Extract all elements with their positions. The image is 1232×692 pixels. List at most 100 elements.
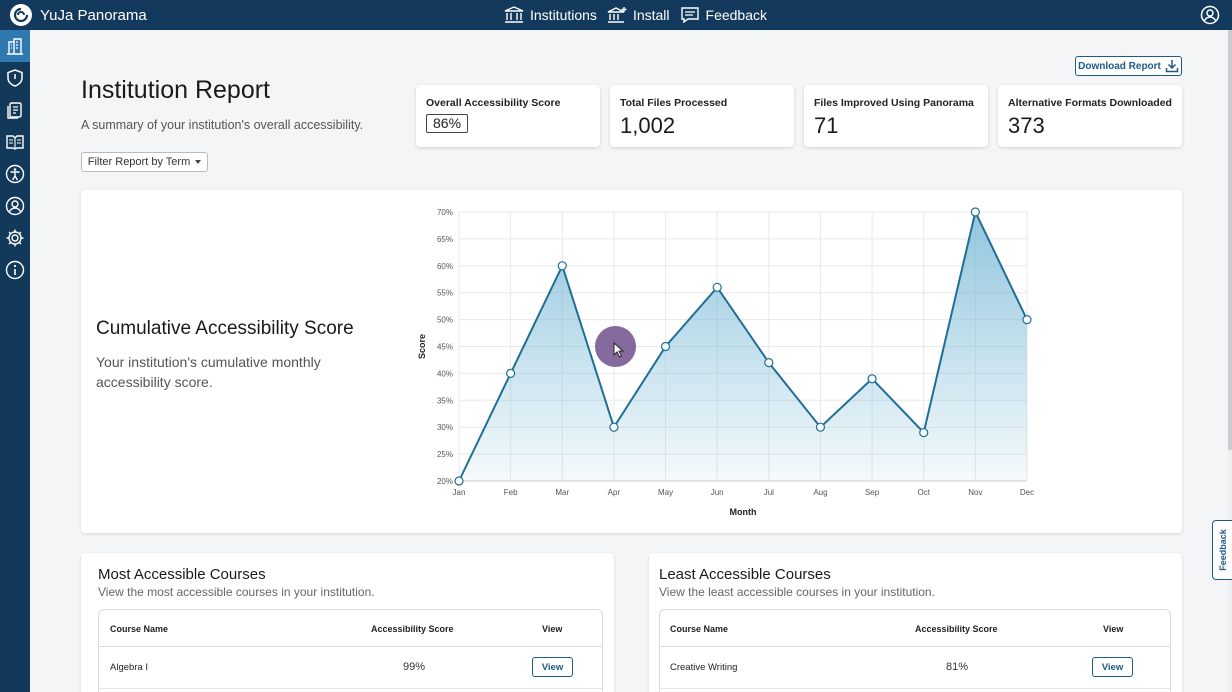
sidebar-item-documents[interactable]	[0, 94, 30, 126]
stat-card-alt-formats: Alternative Formats Downloaded 373	[998, 85, 1182, 147]
filter-term-dropdown[interactable]: Filter Report by Term	[81, 152, 208, 172]
most-accessible-table: Course Name Accessibility Score View Alg…	[98, 609, 603, 692]
course-score-cell: 81%	[946, 661, 969, 673]
brand[interactable]: YuJa Panorama	[10, 0, 147, 30]
chart-section-description: Your institution's cumulative monthly ac…	[96, 354, 321, 390]
column-header-view: View	[1103, 624, 1124, 634]
course-name-cell: Algebra I	[110, 662, 149, 673]
y-tick-label: 55%	[437, 289, 453, 298]
x-tick-label: Aug	[813, 488, 827, 497]
x-tick-label: Sep	[865, 488, 880, 497]
column-header-score: Accessibility Score	[371, 624, 454, 634]
download-icon	[1165, 60, 1179, 73]
data-point	[764, 358, 774, 368]
documents-icon	[7, 102, 22, 119]
series-line	[458, 209, 1028, 482]
stat-value: 71	[814, 113, 839, 138]
caret-down-icon	[195, 160, 202, 164]
y-tick-label: 35%	[437, 396, 453, 405]
column-header-course-name: Course Name	[110, 624, 169, 634]
info-icon	[5, 260, 25, 280]
y-tick-label: 20%	[437, 477, 453, 486]
y-tick-label: 70%	[437, 208, 453, 217]
download-report-label: Download Report	[1078, 60, 1161, 72]
x-tick-label: Oct	[918, 488, 931, 497]
institution-icon	[504, 6, 524, 23]
data-point	[712, 282, 722, 292]
least-accessible-title: Least Accessible Courses	[659, 566, 831, 583]
most-accessible-title: Most Accessible Courses	[98, 566, 266, 583]
x-tick-label: Jul	[764, 488, 774, 497]
x-tick-label: Feb	[504, 488, 518, 497]
institution-icon	[7, 38, 23, 55]
sidebar-item-settings[interactable]	[0, 222, 30, 254]
course-name-cell: Creative Writing	[670, 662, 738, 673]
course-score-cell: 99%	[403, 661, 426, 673]
x-tick-label: Mar	[555, 488, 569, 497]
mouse-pointer-icon	[613, 342, 625, 358]
filter-term-label: Filter Report by Term	[87, 156, 191, 168]
nav-install-label: Install	[632, 7, 670, 23]
y-tick-label: 40%	[437, 369, 453, 378]
column-header-course-name: Course Name	[670, 624, 729, 634]
stat-label: Total Files Processed	[620, 97, 728, 109]
most-accessible-subtitle: View the most accessible courses in your…	[98, 585, 375, 599]
download-report-button[interactable]: Download Report	[1075, 56, 1182, 76]
page-subtitle: A summary of your institution's overall …	[81, 118, 364, 132]
yuja-logo-icon	[10, 4, 32, 26]
nav-institutions[interactable]: Institutions	[504, 6, 597, 24]
account-icon[interactable]	[1200, 5, 1220, 25]
x-tick-label: Dec	[1020, 488, 1034, 497]
sidebar-item-info[interactable]	[0, 254, 30, 286]
stat-value: 86%	[426, 114, 469, 133]
stat-label: Alternative Formats Downloaded	[1008, 97, 1172, 109]
stat-label: Files Improved Using Panorama	[814, 97, 974, 109]
x-tick-label: Jun	[711, 488, 724, 497]
sidebar-item-book[interactable]	[0, 126, 30, 158]
data-point	[1022, 314, 1032, 325]
stat-label: Overall Accessibility Score	[426, 97, 561, 109]
nav-institutions-label: Institutions	[530, 7, 597, 23]
x-tick-label: Nov	[968, 488, 982, 497]
y-axis-label: Score	[417, 334, 427, 359]
data-point	[815, 422, 826, 432]
data-point	[454, 476, 464, 486]
y-tick-label: 50%	[437, 316, 453, 325]
y-tick-label: 60%	[437, 262, 453, 271]
stat-card-overall-score: Overall Accessibility Score 86%	[416, 85, 600, 147]
scrollbar-thumb[interactable]	[1228, 30, 1232, 450]
sidebar	[0, 30, 30, 692]
view-course-button[interactable]: View	[1092, 657, 1133, 677]
x-tick-label: May	[658, 488, 673, 497]
y-tick-label: 45%	[437, 343, 453, 352]
divider	[660, 646, 1170, 647]
sidebar-item-institution[interactable]	[0, 30, 30, 62]
divider	[99, 688, 602, 689]
data-point	[660, 341, 671, 352]
sidebar-item-accessibility[interactable]	[0, 158, 30, 190]
data-point	[970, 207, 980, 217]
series-area	[459, 212, 1027, 481]
nav-feedback[interactable]: Feedback	[680, 6, 767, 24]
book-icon	[6, 135, 24, 150]
nav-install[interactable]: Install	[607, 6, 670, 24]
sidebar-item-shield[interactable]	[0, 62, 30, 94]
nav-feedback-label: Feedback	[705, 7, 767, 23]
stat-card-total-files: Total Files Processed 1,002	[610, 85, 794, 147]
most-accessible-card: Most Accessible Courses View the most ac…	[81, 553, 614, 692]
x-tick-label: Jan	[453, 488, 466, 497]
chart-section-title: Cumulative Accessibility Score	[96, 318, 354, 339]
shield-icon	[7, 69, 23, 87]
x-tick-label: Apr	[608, 488, 621, 497]
feedback-tab-label: Feedback	[1217, 529, 1228, 571]
stat-value: 1,002	[620, 113, 676, 138]
feedback-side-tab[interactable]: Feedback	[1212, 520, 1232, 580]
sidebar-item-user[interactable]	[0, 190, 30, 222]
app-name: YuJa Panorama	[40, 6, 147, 24]
top-nav: Institutions Install Feedback	[504, 0, 769, 30]
data-point	[609, 422, 619, 432]
feedback-icon	[680, 7, 699, 24]
view-course-button[interactable]: View	[532, 657, 573, 677]
divider	[99, 646, 602, 647]
top-bar: YuJa Panorama Institutions Install Feedb…	[0, 0, 1232, 30]
